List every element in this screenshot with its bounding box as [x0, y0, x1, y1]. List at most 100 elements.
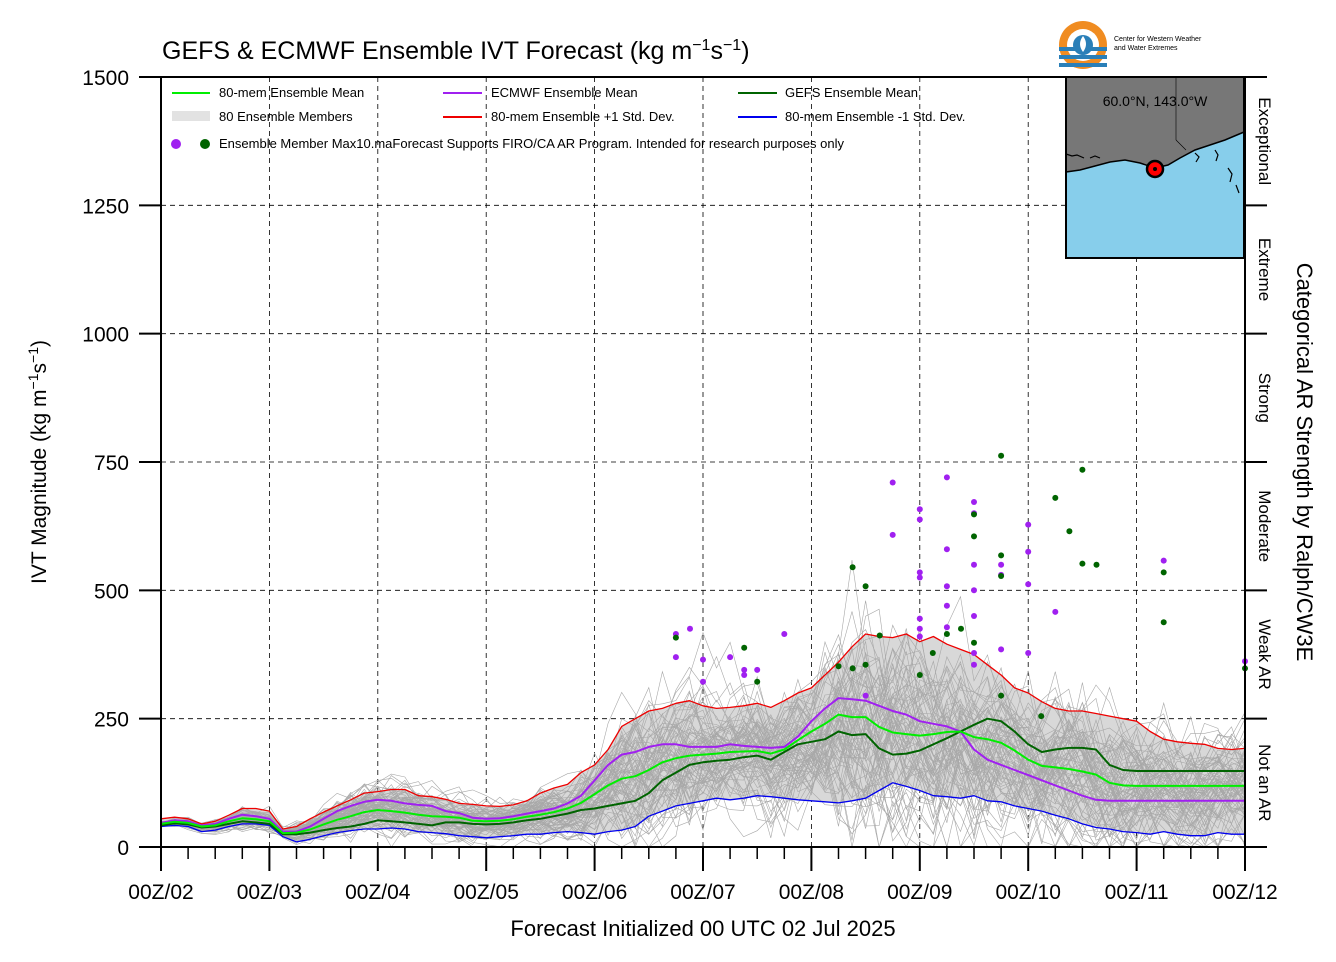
y-tick-label: 1000: [82, 324, 129, 347]
member-trace: [160, 675, 1246, 840]
ensemble-members: [160, 560, 1246, 849]
max-point-gefs: [1079, 466, 1086, 473]
max-point-ecmwf: [943, 583, 950, 590]
member-trace: [160, 719, 1246, 845]
max-point-ecmwf: [971, 499, 977, 505]
max-point-gefs: [943, 631, 950, 637]
member-trace: [160, 654, 1246, 836]
max-point-ecmwf: [1025, 548, 1032, 555]
x-tick-label: 00Z/06: [562, 881, 627, 904]
x-tick-label: 00Z/12: [1212, 881, 1277, 904]
category-label-moderate: Moderate: [1255, 490, 1274, 562]
max-point-ecmwf: [971, 613, 977, 619]
x-tick-label: 00Z/09: [887, 881, 952, 904]
category-label-exceptional: Exceptional: [1255, 97, 1274, 185]
y-axis-label: IVT Magnitude (kg m−1s−1): [25, 340, 51, 584]
max-point-ecmwf: [916, 574, 923, 581]
max-point-gefs: [971, 639, 977, 646]
y-tick-label: 750: [94, 452, 129, 475]
max-point-ecmwf: [889, 531, 896, 538]
max-point-ecmwf: [943, 602, 950, 609]
member-trace: [160, 651, 1246, 838]
category-label-weak-ar: Weak AR: [1255, 619, 1274, 690]
member-trace: [160, 643, 1246, 848]
max-point-ecmwf: [916, 625, 923, 632]
max-point-ecmwf: [727, 654, 734, 661]
member-trace: [160, 702, 1246, 839]
member-trace: [160, 717, 1246, 836]
max-point-ecmwf: [781, 631, 788, 637]
max-point-ecmwf: [998, 561, 1005, 568]
max-point-ecmwf: [672, 654, 679, 661]
max-point-ecmwf: [916, 506, 923, 513]
member-trace: [160, 676, 1246, 848]
series-line-gefs-ensemble-mean: [160, 717, 1245, 836]
max-point-gefs: [1160, 619, 1167, 626]
member-trace: [160, 608, 1246, 837]
x-tick-labels: 00Z/02 00Z/03 00Z/04 00Z/05 00Z/06 00Z/07 00Z/…: [128, 881, 1277, 904]
series-line-80-mem-ensemble-1-std-dev-: [160, 633, 1246, 830]
max-point-ecmwf: [741, 672, 748, 678]
member-trace: [160, 733, 1246, 849]
max-point-ecmwf: [916, 516, 923, 523]
max-point-ecmwf: [943, 624, 950, 631]
x-tick-label: 00Z/02: [128, 881, 193, 904]
max-point-gefs: [929, 650, 936, 656]
max-point-gefs: [1093, 561, 1100, 568]
max-point-ecmwf: [971, 650, 977, 656]
x-tick-label: 00Z/04: [345, 881, 411, 904]
logo-text-line2: and Water Extremes: [1114, 45, 1178, 52]
max-point-ecmwf: [889, 479, 896, 486]
max-point-ecmwf: [998, 646, 1005, 653]
max-point-gefs: [971, 511, 977, 518]
max-point-ecmwf: [1025, 581, 1032, 588]
x-tick-label: 00Z/08: [779, 881, 844, 904]
max-point-gefs: [672, 634, 679, 641]
max-point-gefs: [1052, 494, 1059, 501]
x-tick-label: 00Z/07: [670, 881, 735, 904]
max-point-gefs: [998, 552, 1005, 559]
member-trace: [160, 697, 1246, 849]
legend-member-max: Ensemble Member Max10.maForecast Support…: [219, 136, 845, 151]
category-label-not-an-ar: Not an AR: [1255, 744, 1274, 822]
series-line-80-mem-ensemble-mean: [160, 713, 1245, 835]
x-tick-label: 00Z/05: [454, 881, 519, 904]
max-point-ecmwf: [916, 615, 923, 622]
max-point-ecmwf: [1025, 650, 1032, 656]
max-point-gefs: [876, 632, 883, 639]
max-point-gefs: [754, 678, 761, 685]
legend-members: 80 Ensemble Members: [219, 109, 353, 124]
max-point-ecmwf: [1160, 557, 1167, 564]
max-point-ecmwf: [1052, 608, 1059, 615]
max-point-gefs: [849, 665, 856, 672]
x-tick-label: 00Z/11: [1105, 881, 1169, 904]
legend-ecmwf-dot: [171, 139, 181, 149]
max-point-gefs: [1160, 569, 1167, 576]
member-trace: [160, 665, 1246, 844]
cw3e-logo: Center for Western Weather and Water Ext…: [1059, 21, 1202, 69]
inset-map: 60.0°N, 143.0°W: [1065, 76, 1245, 259]
max-point-ecmwf: [916, 569, 923, 576]
max-point-ecmwf: [916, 633, 923, 640]
max-point-gefs: [741, 644, 748, 651]
member-max-points: [672, 452, 1248, 720]
max-point-ecmwf: [1025, 521, 1032, 528]
series-line-ecmwf-ensemble-mean: [160, 697, 1245, 833]
max-point-gefs: [998, 692, 1005, 699]
max-point-ecmwf: [943, 474, 950, 481]
chart-title: GEFS & ECMWF Ensemble IVT Forecast (kg m…: [162, 37, 750, 65]
max-point-gefs: [958, 625, 964, 632]
x-axis-label: Forecast Initialized 00 UTC 02 Jul 2025: [510, 916, 895, 941]
series-line-80-mem-ensemble-1-std-dev-: [160, 782, 1245, 843]
legend-gefs-dot: [200, 139, 210, 149]
max-point-ecmwf: [943, 546, 950, 553]
y-tick-label: 1250: [82, 195, 129, 218]
legend-gefs-mean: GEFS Ensemble Mean: [785, 85, 918, 100]
category-label-extreme: Extreme: [1255, 238, 1274, 301]
x-tick-label: 00Z/03: [237, 881, 302, 904]
max-point-ecmwf: [971, 587, 977, 594]
legend-ecmwf-mean: ECMWF Ensemble Mean: [491, 85, 638, 100]
ar-category-labels: Not an AR Weak AR Moderate Strong Extreme Exc…: [1255, 97, 1274, 821]
right-axis-label: Categorical AR Strength by Ralph/CW3E: [1292, 263, 1317, 662]
